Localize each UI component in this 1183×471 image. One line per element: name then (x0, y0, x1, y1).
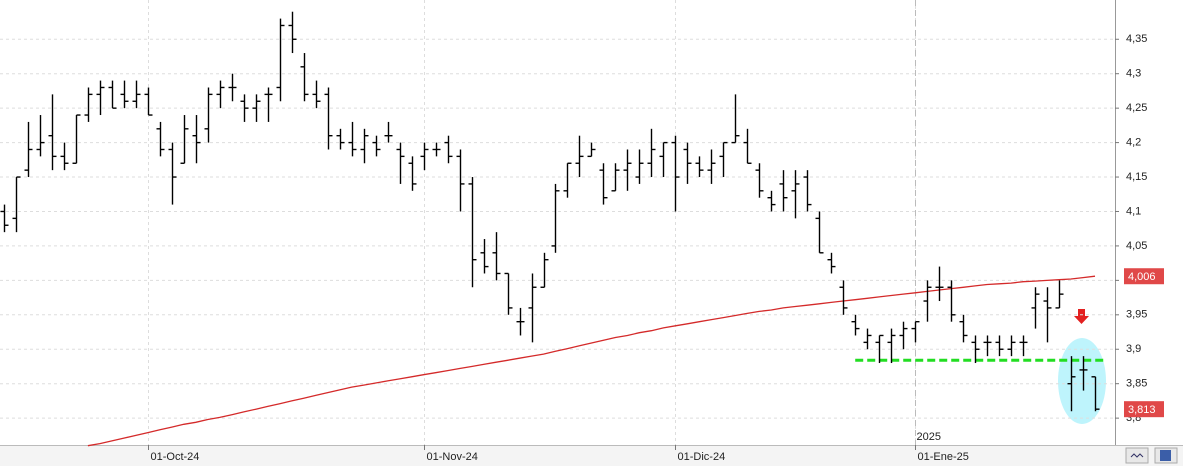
highlight-ellipse (1058, 338, 1106, 424)
x-tick-label: 01-Nov-24 (427, 451, 478, 463)
price-marker-label: 3,813 (1128, 404, 1156, 416)
x-tick-label: 01-Oct-24 (151, 451, 200, 463)
price-marker (1124, 401, 1164, 418)
toolbar-icon (1130, 453, 1144, 458)
y-tick-label: 3,9 (1126, 343, 1141, 355)
plot-layer: 3,83,853,93,9544,054,14,154,24,254,34,35… (0, 0, 1164, 463)
y-tick-label: 3,85 (1126, 378, 1147, 390)
year-label: 2025 (917, 431, 941, 443)
x-axis-band (0, 446, 1183, 466)
y-tick-label: 4,1 (1126, 205, 1141, 217)
y-tick-label: 4,25 (1126, 102, 1147, 114)
down-arrow (1074, 309, 1089, 324)
y-tick-label: 4,05 (1126, 240, 1147, 252)
x-tick-label: 01-Ene-25 (918, 451, 969, 463)
y-tick-label: 4,2 (1126, 136, 1141, 148)
price-marker-label: 4,006 (1128, 271, 1156, 283)
y-tick-label: 3,95 (1126, 309, 1147, 321)
y-tick-label: 4,35 (1126, 33, 1147, 45)
x-tick-label: 01-Dic-24 (678, 451, 726, 463)
toolbar-button[interactable] (1125, 447, 1149, 464)
y-tick-label: 4,3 (1126, 68, 1141, 80)
toolbar-icon (1160, 450, 1171, 461)
y-tick-label: 4,15 (1126, 171, 1147, 183)
price-marker (1124, 268, 1164, 285)
